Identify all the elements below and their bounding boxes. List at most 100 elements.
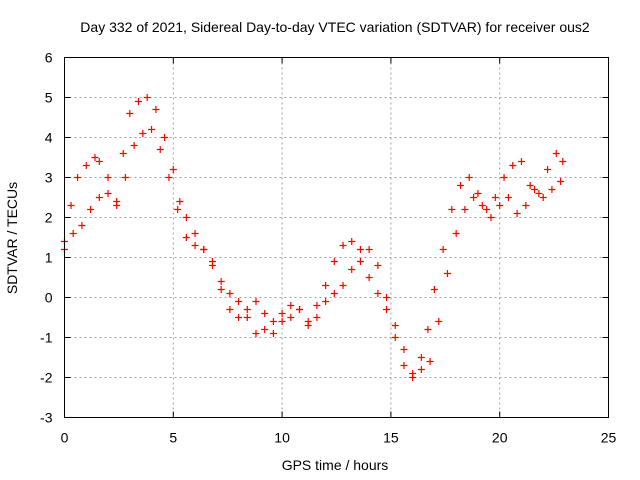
data-point bbox=[78, 222, 86, 229]
data-point bbox=[517, 158, 525, 165]
data-point bbox=[339, 242, 347, 249]
data-point bbox=[143, 94, 151, 101]
data-point bbox=[165, 174, 173, 181]
data-point bbox=[544, 166, 552, 173]
data-point bbox=[235, 314, 243, 321]
data-point bbox=[156, 146, 164, 153]
data-point bbox=[435, 318, 443, 325]
y-tick-label: 6 bbox=[45, 50, 53, 66]
data-point bbox=[95, 194, 103, 201]
data-point bbox=[119, 150, 127, 157]
data-point bbox=[208, 258, 216, 265]
data-point bbox=[452, 230, 460, 237]
y-axis-title: SDTVAR / TECUs bbox=[4, 182, 20, 294]
data-point bbox=[235, 298, 243, 305]
data-point bbox=[417, 366, 425, 373]
data-point bbox=[261, 310, 269, 317]
data-point bbox=[500, 174, 508, 181]
data-point bbox=[191, 230, 199, 237]
data-point bbox=[365, 274, 373, 281]
data-point bbox=[217, 278, 225, 285]
y-tick-label: 5 bbox=[45, 90, 53, 106]
data-point bbox=[113, 202, 121, 209]
data-point bbox=[426, 358, 434, 365]
data-point bbox=[287, 302, 295, 309]
data-point bbox=[496, 202, 504, 209]
data-point bbox=[278, 318, 286, 325]
data-point bbox=[269, 318, 277, 325]
data-point bbox=[261, 326, 269, 333]
data-point bbox=[400, 346, 408, 353]
data-point bbox=[87, 206, 95, 213]
data-point bbox=[269, 330, 277, 337]
data-point bbox=[191, 242, 199, 249]
data-point bbox=[470, 194, 478, 201]
data-point bbox=[391, 334, 399, 341]
data-point bbox=[548, 186, 556, 193]
data-point bbox=[278, 310, 286, 317]
data-point bbox=[356, 246, 364, 253]
data-point bbox=[322, 282, 330, 289]
data-point bbox=[176, 198, 184, 205]
data-point bbox=[483, 206, 491, 213]
data-point bbox=[322, 298, 330, 305]
grid-lines bbox=[64, 57, 609, 418]
data-point bbox=[130, 142, 138, 149]
data-point bbox=[465, 174, 473, 181]
data-point bbox=[439, 246, 447, 253]
y-tick-label: 3 bbox=[45, 170, 53, 186]
y-tick-label: -2 bbox=[40, 370, 53, 386]
data-point bbox=[121, 174, 129, 181]
data-point bbox=[430, 286, 438, 293]
data-point bbox=[330, 290, 338, 297]
data-point bbox=[504, 194, 512, 201]
data-point bbox=[330, 258, 338, 265]
data-point bbox=[152, 106, 160, 113]
data-point bbox=[559, 158, 567, 165]
x-tick-label: 0 bbox=[61, 430, 69, 446]
data-point bbox=[409, 370, 417, 377]
data-point bbox=[134, 98, 142, 105]
y-tick-label: 2 bbox=[45, 210, 53, 226]
data-point bbox=[126, 110, 134, 117]
data-point bbox=[491, 194, 499, 201]
data-point bbox=[383, 294, 391, 301]
data-point bbox=[557, 178, 565, 185]
data-point bbox=[400, 362, 408, 369]
data-point bbox=[252, 330, 260, 337]
data-point bbox=[139, 130, 147, 137]
data-point bbox=[67, 202, 75, 209]
data-point bbox=[339, 282, 347, 289]
x-tick-label: 20 bbox=[492, 430, 508, 446]
data-point bbox=[69, 230, 77, 237]
y-tick-label: -1 bbox=[40, 330, 53, 346]
data-point bbox=[509, 162, 517, 169]
data-point bbox=[539, 194, 547, 201]
data-point bbox=[487, 214, 495, 221]
chart-title: Day 332 of 2021, Sidereal Day-to-day VTE… bbox=[80, 19, 590, 35]
data-point bbox=[348, 238, 356, 245]
data-point bbox=[374, 262, 382, 269]
data-point bbox=[200, 246, 208, 253]
data-point bbox=[169, 166, 177, 173]
tick-labels: 0 5 10 15 20 25 -3 -2 -1 0 1 2 3 4 5 6 bbox=[40, 50, 616, 446]
data-point bbox=[161, 134, 169, 141]
data-point bbox=[526, 182, 534, 189]
data-point bbox=[182, 214, 190, 221]
data-point bbox=[448, 206, 456, 213]
data-point bbox=[531, 186, 539, 193]
y-tick-label: 1 bbox=[45, 250, 53, 266]
data-point bbox=[461, 206, 469, 213]
data-point bbox=[287, 314, 295, 321]
data-point bbox=[174, 206, 182, 213]
data-point bbox=[383, 306, 391, 313]
data-series-2 bbox=[61, 126, 565, 377]
data-point bbox=[182, 234, 190, 241]
data-point bbox=[513, 210, 521, 217]
y-tick-label: -3 bbox=[40, 410, 53, 426]
x-tick-label: 15 bbox=[383, 430, 399, 446]
data-point bbox=[217, 286, 225, 293]
data-point bbox=[313, 302, 321, 309]
